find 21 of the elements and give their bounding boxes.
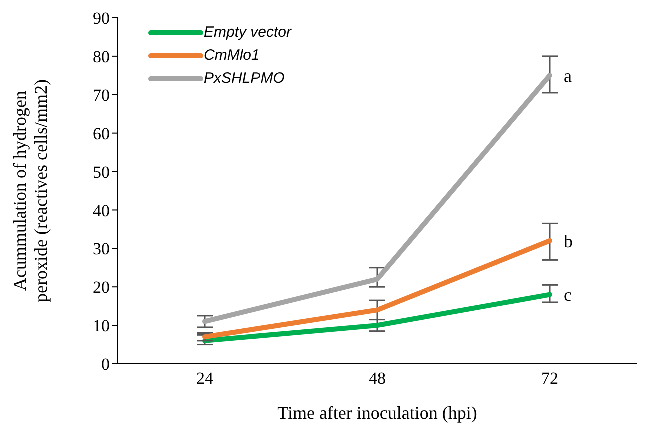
- annotation: a: [564, 66, 572, 86]
- annotation: b: [564, 231, 573, 252]
- x-axis-title: Time after inoculation (hpi): [278, 402, 478, 423]
- y-tick-label: 10: [93, 316, 110, 336]
- y-tick-label: 0: [102, 355, 110, 374]
- x-tick-label: 24: [196, 369, 214, 388]
- y-tick-label: 50: [93, 162, 110, 182]
- annotation: c: [564, 285, 572, 306]
- y-tick-label: 40: [93, 201, 110, 220]
- y-tick-label: 30: [93, 240, 110, 259]
- x-tick-label: 48: [369, 369, 386, 388]
- y-tick-label: 90: [93, 9, 110, 28]
- y-tick-label: 70: [93, 86, 110, 105]
- legend-label: CmMlo1: [204, 47, 260, 64]
- x-tick-label: 72: [542, 369, 558, 388]
- legend-label: PxSHLPMO: [204, 70, 285, 87]
- y-axis-title: Acummulation of hydrogen peroxide (reactives cells/mm2): [10, 80, 51, 302]
- y-tick-label: 20: [93, 278, 110, 298]
- y-tick-label: 80: [93, 47, 110, 66]
- legend-label: Empty vector: [204, 24, 292, 41]
- y-tick-label: 60: [93, 124, 110, 144]
